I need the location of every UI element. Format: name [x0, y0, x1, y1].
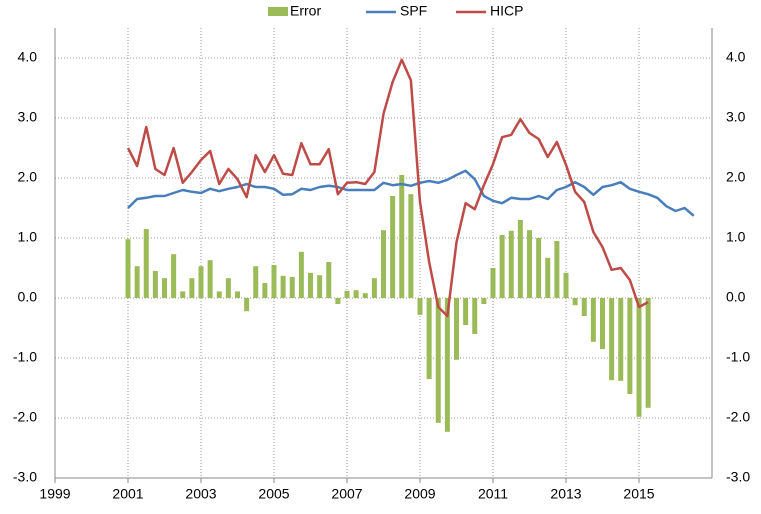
bar — [618, 298, 624, 381]
bar — [463, 298, 469, 325]
bar — [417, 298, 423, 315]
legend-label: HICP — [490, 3, 523, 19]
bar — [390, 196, 396, 298]
bar — [517, 220, 523, 298]
x-tick-label: 2003 — [185, 486, 216, 502]
y2-tick-label: 0.0 — [726, 289, 746, 305]
bar — [280, 275, 286, 298]
bar — [381, 230, 386, 298]
x-tick-label: 2001 — [112, 486, 143, 502]
bar — [636, 298, 642, 417]
bar — [444, 298, 450, 432]
y-tick-label: -2.0 — [13, 409, 37, 425]
bar — [207, 260, 213, 298]
bar — [563, 272, 569, 298]
bar — [298, 251, 304, 298]
y2-tick-label: -3.0 — [726, 469, 750, 485]
bar — [545, 257, 551, 298]
y-tick-label: 2.0 — [18, 169, 38, 185]
bar — [645, 298, 651, 408]
y2-tick-label: 4.0 — [726, 49, 746, 65]
bar — [627, 298, 633, 394]
bar — [408, 194, 414, 298]
y-tick-label: -1.0 — [13, 349, 37, 365]
bar — [536, 238, 542, 298]
x-tick-label: 1999 — [39, 486, 70, 502]
bar — [289, 277, 295, 298]
bar — [143, 229, 149, 298]
y-tick-label: 3.0 — [18, 109, 38, 125]
y2-tick-label: 3.0 — [726, 109, 746, 125]
bar — [335, 298, 341, 304]
bar — [162, 278, 167, 298]
bar — [308, 272, 313, 298]
bar — [189, 278, 195, 298]
bar — [317, 275, 323, 298]
bar — [572, 298, 578, 306]
bar — [499, 235, 505, 298]
bar — [216, 291, 222, 298]
bar — [198, 266, 204, 298]
x-tick-label: 2009 — [404, 486, 435, 502]
bar — [362, 293, 368, 298]
y2-tick-label: 2.0 — [726, 169, 746, 185]
legend-label: SPF — [400, 3, 427, 19]
bar — [344, 290, 350, 298]
bar — [262, 283, 268, 298]
y2-tick-label: -2.0 — [726, 409, 750, 425]
bar — [435, 298, 441, 423]
x-tick-label: 2011 — [478, 486, 508, 502]
bar — [326, 262, 332, 298]
bar — [244, 298, 250, 312]
bar — [508, 230, 514, 298]
x-tick-label: 2013 — [550, 486, 581, 502]
y-tick-label: -3.0 — [13, 469, 37, 485]
bar — [481, 298, 487, 304]
y2-tick-label: 1.0 — [726, 229, 746, 245]
bar — [554, 241, 560, 298]
bar — [235, 291, 240, 298]
bar — [253, 266, 259, 298]
bar — [454, 298, 459, 360]
y-tick-label: 0.0 — [18, 289, 38, 305]
bar — [581, 298, 587, 316]
bar — [371, 278, 377, 298]
line — [127, 169, 695, 217]
y-tick-label: 1.0 — [18, 229, 38, 245]
line — [126, 58, 649, 318]
bar — [353, 290, 359, 298]
bar — [180, 291, 186, 298]
legend-label: Error — [290, 3, 321, 19]
y2-tick-label: -1.0 — [726, 349, 750, 365]
bar — [527, 230, 532, 298]
bar — [125, 239, 131, 298]
bar — [171, 254, 177, 298]
x-tick-label: 2015 — [623, 486, 654, 502]
bar — [134, 266, 140, 298]
bar — [399, 175, 405, 298]
bar — [426, 298, 432, 379]
legend-swatch — [268, 7, 288, 16]
x-tick-label: 2005 — [258, 486, 289, 502]
bar — [490, 268, 496, 298]
bar — [590, 298, 596, 342]
y-tick-label: 4.0 — [18, 49, 38, 65]
x-tick-label: 2007 — [331, 486, 362, 502]
bar — [271, 265, 277, 298]
bar — [600, 298, 605, 349]
bar — [152, 271, 158, 298]
bar — [472, 298, 478, 334]
bar — [225, 278, 231, 298]
bar — [609, 298, 615, 381]
